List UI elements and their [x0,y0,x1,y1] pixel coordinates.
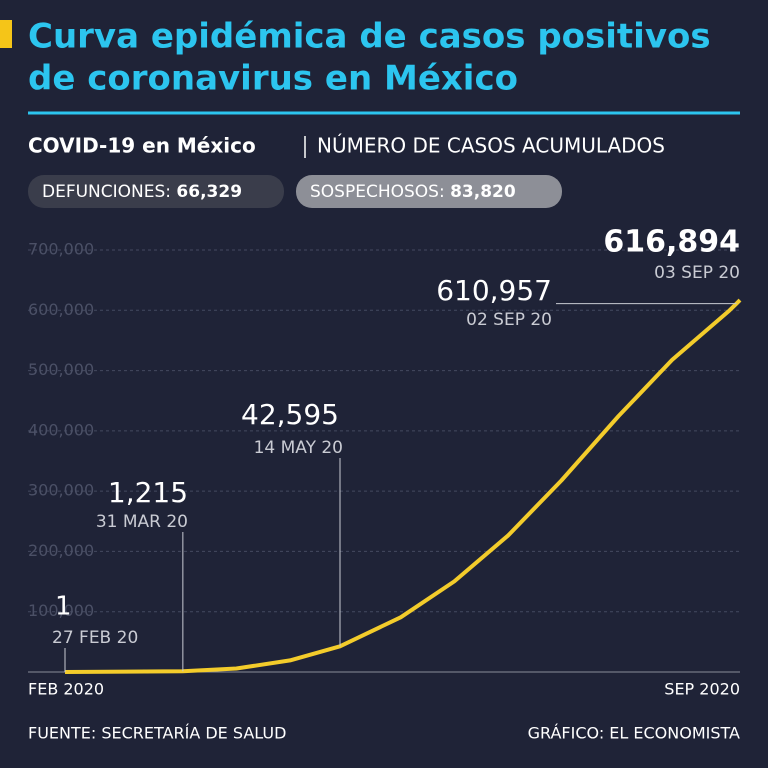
y-tick-label: 500,000 [28,360,94,379]
chart-title: de coronavirus en México [28,59,518,99]
y-tick-label: 600,000 [28,300,94,319]
badge-bg [296,175,562,208]
annotation-value: 1,215 [108,476,188,509]
data-line [64,298,742,674]
credit: GRÁFICO: EL ECONOMISTA [528,724,740,743]
annotation-date: 02 SEP 20 [466,310,552,330]
x-axis-label: FEB 2020 [28,680,104,699]
badge-bg [28,175,284,208]
subtitle-detail: NÚMERO DE CASOS ACUMULADOS [317,134,665,158]
y-tick-label: 700,000 [28,240,94,259]
subtitle: COVID-19 en México [28,134,256,158]
chart-title: Curva epidémica de casos positivos [28,17,711,57]
y-tick-label: 200,000 [28,541,94,560]
badge-value: 66,329 [176,182,242,202]
badge-label: DEFUNCIONES: [42,182,171,202]
source: FUENTE: SECRETARÍA DE SALUD [28,724,286,743]
annotation-date: 14 MAY 20 [254,438,343,458]
badge: SOSPECHOSOS: 83,820 [310,182,516,202]
x-axis-label: SEP 2020 [664,680,740,699]
annotation-value: 1 [55,592,72,622]
y-tick-label: 400,000 [28,420,94,439]
accent-bar [0,20,12,48]
badge: DEFUNCIONES: 66,329 [42,182,242,202]
y-tick-label: 100,000 [28,601,94,620]
annotation-value: 42,595 [241,398,339,431]
badge-value: 83,820 [450,182,516,202]
y-tick-label: 300,000 [28,481,94,500]
badge-label: SOSPECHOSOS: [310,182,445,202]
annotation-value: 610,957 [436,274,552,307]
annotation-date: 27 FEB 20 [52,628,138,648]
annotation-date: 31 MAR 20 [96,512,188,532]
annotation-date: 03 SEP 20 [654,263,740,283]
annotation-value: 616,894 [603,225,740,260]
